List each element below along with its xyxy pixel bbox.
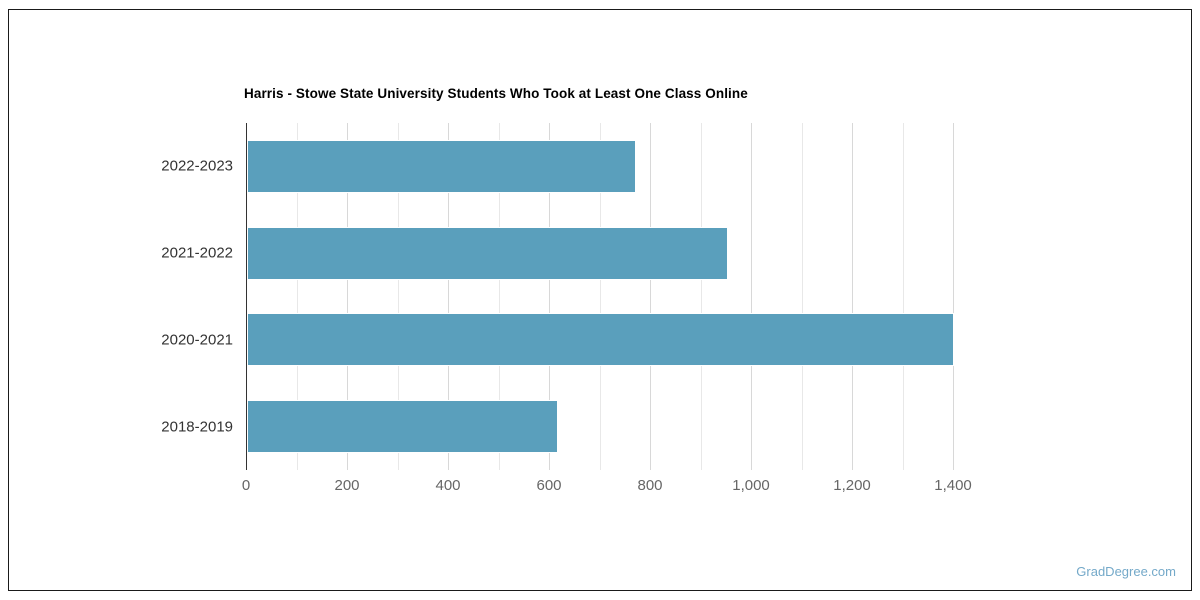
gridline-minor bbox=[801, 123, 803, 470]
x-tick-label-1,000: 1,000 bbox=[732, 477, 770, 494]
category-label-2020-2021: 2020-2021 bbox=[161, 331, 233, 349]
gridline-minor bbox=[599, 123, 601, 470]
x-tick-label-200: 200 bbox=[334, 477, 360, 494]
y-axis-line bbox=[246, 123, 247, 470]
x-tick-label-400: 400 bbox=[435, 477, 461, 494]
gridline-major bbox=[347, 123, 348, 470]
bar-2021-2022[interactable] bbox=[247, 226, 728, 280]
watermark-link[interactable]: GradDegree.com bbox=[1076, 564, 1176, 579]
x-tick-label-600: 600 bbox=[536, 477, 562, 494]
bar-2022-2023[interactable] bbox=[247, 139, 636, 193]
x-tick-label-0: 0 bbox=[241, 477, 251, 494]
bar-2018-2019[interactable] bbox=[247, 400, 558, 454]
gridline-minor bbox=[902, 123, 904, 470]
gridline-minor bbox=[397, 123, 399, 470]
gridline-major bbox=[650, 123, 651, 470]
x-tick-label-1,200: 1,200 bbox=[833, 477, 871, 494]
x-tick-label-800: 800 bbox=[637, 477, 663, 494]
gridline-major bbox=[448, 123, 449, 470]
bar-2020-2021[interactable] bbox=[247, 313, 954, 367]
x-tick-label-1,400: 1,400 bbox=[934, 477, 972, 494]
gridline-minor bbox=[498, 123, 500, 470]
category-label-2018-2019: 2018-2019 bbox=[161, 418, 233, 436]
category-label-2021-2022: 2021-2022 bbox=[161, 244, 233, 262]
gridline-minor bbox=[700, 123, 702, 470]
gridline-minor bbox=[296, 123, 298, 470]
gridline-major bbox=[751, 123, 752, 470]
gridline-major bbox=[549, 123, 550, 470]
chart-title: Harris - Stowe State University Students… bbox=[244, 86, 748, 101]
gridline-major bbox=[953, 123, 954, 470]
gridline-major bbox=[852, 123, 853, 470]
category-label-2022-2023: 2022-2023 bbox=[161, 157, 233, 175]
